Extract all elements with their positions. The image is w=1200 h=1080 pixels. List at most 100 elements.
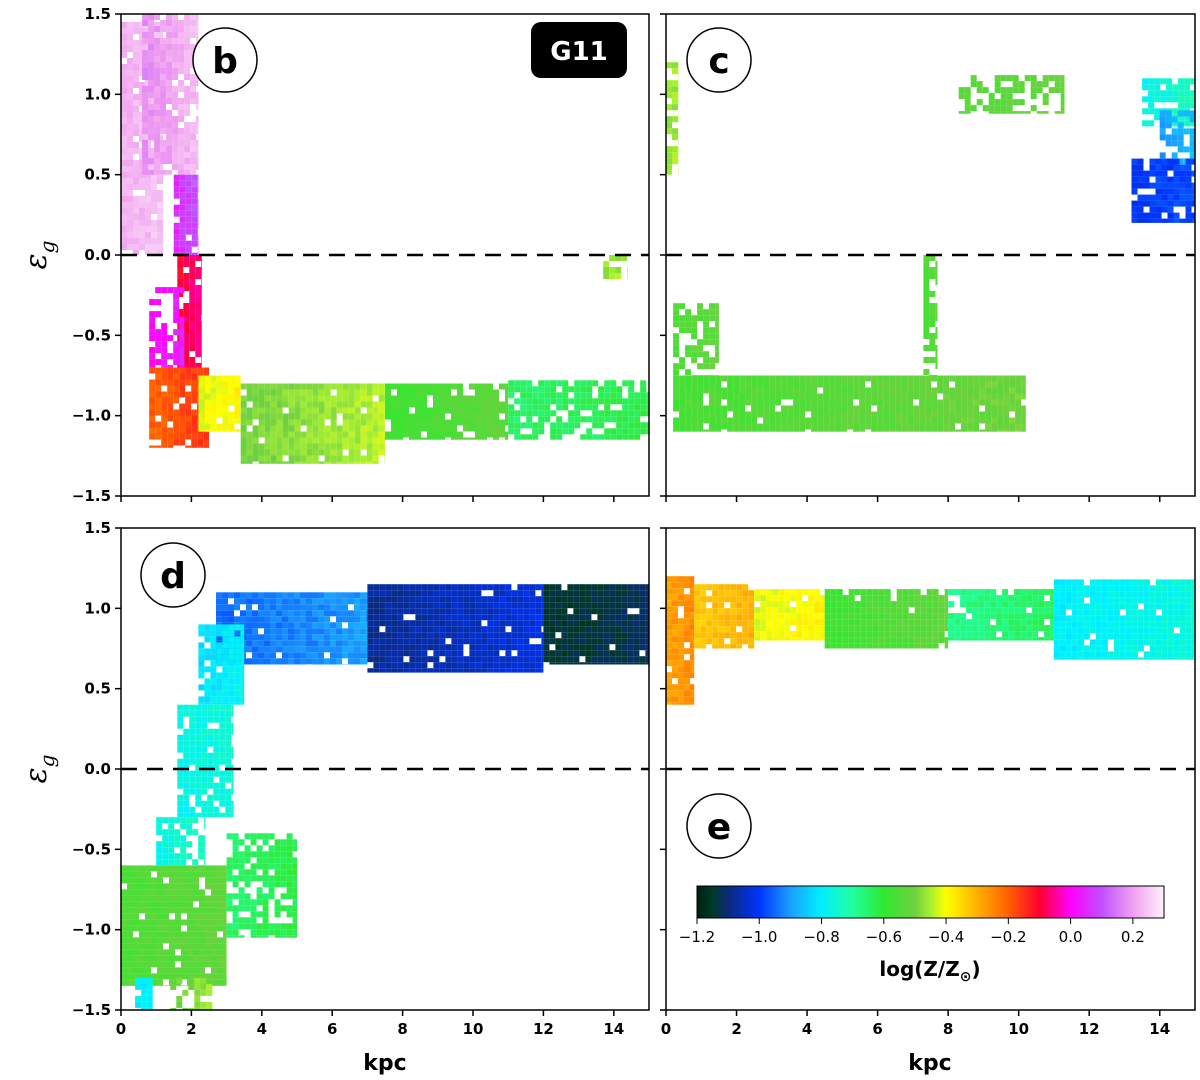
heatmap-cell bbox=[763, 399, 770, 406]
heatmap-cell bbox=[532, 404, 539, 411]
heatmap-cell bbox=[1015, 387, 1022, 394]
heatmap-cell bbox=[979, 411, 986, 418]
heatmap-cell bbox=[679, 321, 686, 328]
heatmap-cell bbox=[217, 907, 223, 914]
heatmap-cell bbox=[177, 704, 184, 711]
heatmap-cell bbox=[199, 967, 205, 974]
heatmap-cell bbox=[330, 407, 337, 414]
heatmap-cell bbox=[703, 339, 710, 346]
heatmap-cell bbox=[216, 702, 223, 705]
heatmap-cell bbox=[286, 875, 293, 882]
heatmap-cell bbox=[216, 648, 223, 655]
heatmap-cell bbox=[219, 782, 226, 789]
heatmap-cell bbox=[231, 764, 234, 771]
heatmap-cell bbox=[622, 398, 629, 405]
heatmap-cell bbox=[709, 405, 716, 412]
heatmap-cell bbox=[766, 589, 773, 596]
heatmap-cell bbox=[318, 401, 325, 408]
heatmap-cell bbox=[133, 64, 139, 70]
heatmap-cell bbox=[811, 387, 818, 394]
heatmap-cell bbox=[1149, 158, 1156, 165]
heatmap-cell bbox=[276, 598, 282, 605]
heatmap-cell bbox=[148, 74, 155, 80]
heatmap-cell bbox=[201, 261, 202, 267]
heatmap-cell bbox=[685, 411, 692, 418]
heatmap-cell bbox=[985, 381, 992, 388]
heatmap-cell bbox=[133, 94, 139, 100]
heatmap-cell bbox=[181, 961, 187, 968]
heatmap-cell bbox=[690, 702, 695, 705]
heatmap-cell bbox=[766, 601, 773, 608]
heatmap-cell bbox=[829, 405, 836, 412]
heatmap-cell bbox=[621, 632, 628, 639]
heatmap-cell bbox=[121, 949, 127, 956]
heatmap-cell bbox=[397, 662, 404, 669]
heatmap-cell bbox=[529, 602, 536, 609]
heatmap-cell bbox=[228, 624, 235, 631]
heatmap-cell bbox=[187, 973, 193, 980]
heatmap-cell bbox=[487, 401, 493, 408]
heatmap-cell bbox=[1185, 200, 1192, 207]
heatmap-cell bbox=[170, 1007, 177, 1010]
heatmap-cell bbox=[505, 638, 512, 645]
heatmap-cell bbox=[597, 626, 604, 633]
heatmap-cell bbox=[721, 423, 728, 430]
heatmap-cell bbox=[508, 422, 515, 429]
heatmap-cell bbox=[666, 594, 672, 601]
heatmap-cell bbox=[1166, 78, 1173, 85]
heatmap-cell bbox=[913, 429, 920, 432]
heatmap-cell bbox=[205, 937, 211, 944]
heatmap-cell bbox=[157, 961, 163, 968]
heatmap-cell bbox=[225, 722, 232, 729]
heatmap-cell bbox=[184, 74, 191, 80]
heatmap-cell bbox=[645, 584, 649, 591]
heatmap-cell bbox=[270, 437, 277, 444]
heatmap-cell bbox=[603, 638, 610, 645]
heatmap-cell bbox=[409, 662, 416, 669]
panel-b-ticks: 1.51.00.50.0−0.5−1.0−1.5 bbox=[72, 5, 615, 505]
heatmap-cell bbox=[678, 594, 684, 601]
heatmap-cell bbox=[568, 410, 575, 417]
heatmap-cell bbox=[276, 461, 283, 464]
heatmap-cell bbox=[142, 86, 149, 92]
heatmap-cell bbox=[169, 973, 175, 980]
heatmap-cell bbox=[835, 387, 842, 394]
heatmap-cell bbox=[294, 598, 300, 605]
heatmap-cell bbox=[409, 437, 415, 440]
heatmap-cell bbox=[139, 124, 145, 130]
heatmap-cell bbox=[703, 417, 710, 424]
heatmap-cell bbox=[226, 875, 233, 882]
heatmap-cell bbox=[603, 662, 610, 665]
heatmap-cell bbox=[379, 596, 386, 603]
heatmap-cell bbox=[210, 672, 217, 679]
heatmap-cell bbox=[610, 428, 617, 435]
heatmap-cell bbox=[162, 841, 169, 848]
heatmap-cell bbox=[1154, 108, 1161, 115]
heatmap-cell bbox=[409, 602, 416, 609]
heatmap-cell bbox=[555, 626, 562, 633]
heatmap-cell bbox=[157, 172, 163, 178]
heatmap-cell bbox=[463, 590, 470, 597]
heatmap-cell bbox=[409, 596, 416, 603]
heatmap-cell bbox=[481, 632, 488, 639]
heatmap-cell bbox=[579, 620, 586, 627]
y-tick-label: 1.0 bbox=[84, 85, 111, 103]
heatmap-cell bbox=[264, 455, 271, 462]
heatmap-cell bbox=[154, 116, 161, 122]
heatmap-cell bbox=[979, 393, 986, 400]
heatmap-cell bbox=[378, 437, 385, 444]
heatmap-cell bbox=[268, 845, 275, 852]
heatmap-cell bbox=[938, 595, 945, 602]
heatmap-cell bbox=[901, 423, 908, 430]
heatmap-cell bbox=[1024, 111, 1031, 114]
heatmap-cell bbox=[318, 652, 324, 659]
heatmap-cell bbox=[991, 399, 998, 406]
heatmap-cell bbox=[609, 596, 616, 603]
heatmap-cell bbox=[666, 660, 672, 667]
heatmap-cell bbox=[155, 359, 162, 366]
heatmap-cell bbox=[935, 345, 938, 351]
heatmap-cell bbox=[207, 770, 214, 777]
heatmap-cell bbox=[697, 375, 704, 382]
heatmap-cell bbox=[775, 423, 782, 430]
heatmap-cell bbox=[469, 395, 475, 402]
